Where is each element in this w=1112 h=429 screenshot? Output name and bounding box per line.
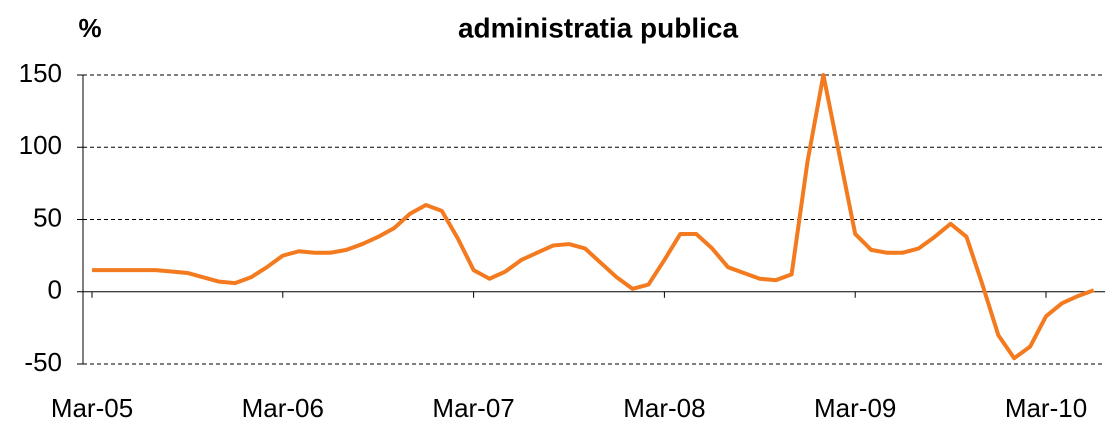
chart-title: administratia publica <box>458 12 738 43</box>
x-tick-label: Mar-06 <box>242 393 324 423</box>
x-tick-label: Mar-05 <box>51 393 133 423</box>
y-tick-label: 150 <box>19 58 62 88</box>
y-tick-label: -50 <box>24 347 62 377</box>
x-tick-label: Mar-10 <box>1005 393 1087 423</box>
y-tick-label: 100 <box>19 130 62 160</box>
x-tick-label: Mar-09 <box>814 393 896 423</box>
y-tick-label: 50 <box>33 202 62 232</box>
x-tick-label: Mar-08 <box>623 393 705 423</box>
x-tick-label: Mar-07 <box>432 393 514 423</box>
line-series <box>92 73 1095 361</box>
y-tick-label: 0 <box>48 275 62 305</box>
y-axis-label: % <box>78 13 101 43</box>
